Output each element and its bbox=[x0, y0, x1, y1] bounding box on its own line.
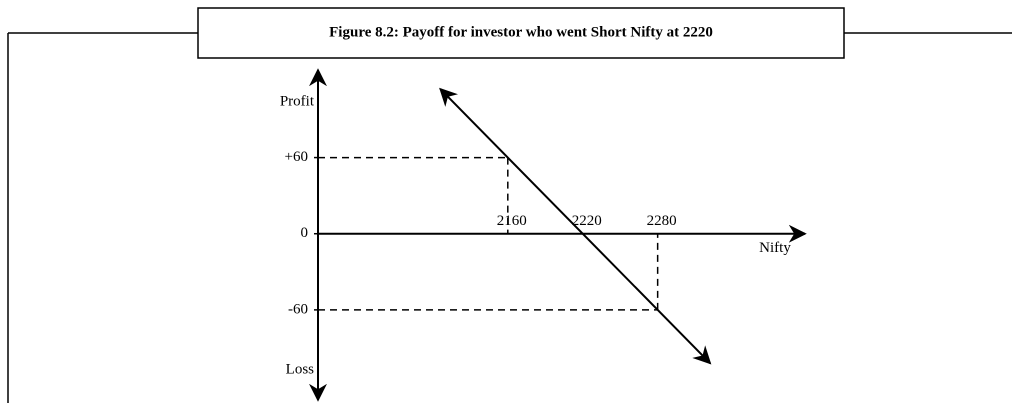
title-box bbox=[197, 7, 845, 59]
x-label: Nifty bbox=[759, 240, 791, 256]
payoff-line bbox=[439, 87, 712, 365]
y-label-top: Profit bbox=[280, 93, 315, 109]
y-tick-label: 0 bbox=[301, 225, 309, 241]
y-tick-label: -60 bbox=[288, 301, 308, 317]
x-tick-label: 2160 bbox=[497, 213, 527, 229]
chart-title: Figure 8.2: Payoff for investor who went… bbox=[329, 24, 713, 40]
y-label-bottom: Loss bbox=[286, 361, 315, 377]
y-tick-label: +60 bbox=[285, 149, 308, 165]
x-tick-label: 2280 bbox=[647, 213, 677, 229]
